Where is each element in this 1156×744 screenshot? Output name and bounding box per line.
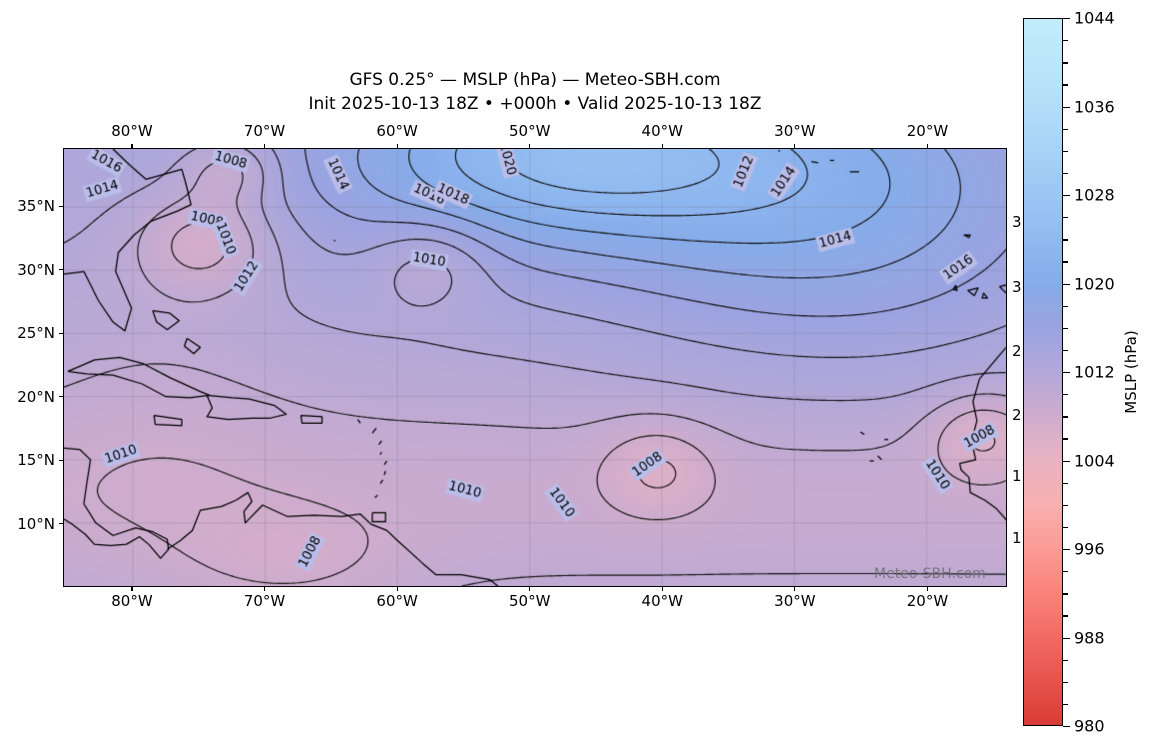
clipped-axis-digit: 2 xyxy=(1012,342,1022,360)
clipped-axis-digit: 3 xyxy=(1012,213,1022,231)
colorbar-minor-tick xyxy=(1063,482,1068,484)
colorbar-label: MSLP (hPa) xyxy=(1122,330,1140,414)
colorbar-major-tick xyxy=(1063,195,1070,197)
colorbar-tick-label: 996 xyxy=(1074,539,1105,559)
lat-tick xyxy=(59,459,63,461)
colorbar-minor-tick xyxy=(1063,593,1068,595)
lon-tick xyxy=(661,144,663,148)
lon-tick xyxy=(396,587,398,591)
lon-tick-label: 60°W xyxy=(376,592,418,610)
colorbar-minor-tick xyxy=(1063,394,1068,396)
colorbar-major-tick xyxy=(1063,637,1070,639)
lon-tick xyxy=(263,144,266,148)
colorbar-tick-label: 1012 xyxy=(1074,362,1115,382)
colorbar-minor-tick xyxy=(1063,681,1068,684)
lat-tick-label: 10°N xyxy=(17,514,55,533)
colorbar-minor-tick xyxy=(1063,615,1068,617)
colorbar-major-tick xyxy=(1063,726,1070,728)
lon-tick xyxy=(926,144,929,148)
lon-tick-label: 30°W xyxy=(774,592,816,610)
colorbar-minor-tick xyxy=(1063,40,1068,42)
lat-tick xyxy=(59,332,63,334)
map-plot-area[interactable] xyxy=(63,148,1007,587)
lon-tick xyxy=(263,587,266,591)
colorbar-minor-tick xyxy=(1063,239,1068,241)
colorbar-minor-tick xyxy=(1063,504,1068,507)
colorbar-minor-tick xyxy=(1063,305,1068,307)
colorbar-minor-tick xyxy=(1063,62,1068,64)
colorbar-minor-tick xyxy=(1063,438,1068,440)
colorbar-minor-tick xyxy=(1063,416,1068,418)
colorbar-tick-label: 1044 xyxy=(1074,8,1115,28)
clipped-axis-digit: 1 xyxy=(1012,529,1022,547)
chart-title-block: GFS 0.25° — MSLP (hPa) — Meteo-SBH.com I… xyxy=(63,68,1007,116)
lon-tick-label: 70°W xyxy=(243,122,286,140)
colorbar-major-tick xyxy=(1063,372,1070,374)
clipped-axis-digit: 3 xyxy=(1012,278,1022,296)
colorbar-minor-tick xyxy=(1063,349,1068,352)
lon-tick-label: 70°W xyxy=(243,592,286,610)
colorbar-minor-tick xyxy=(1063,217,1068,219)
colorbar-major-tick xyxy=(1063,549,1070,551)
colorbar-minor-tick xyxy=(1063,526,1068,529)
colorbar-minor-tick xyxy=(1063,150,1068,153)
lon-tick-label: 80°W xyxy=(111,122,153,140)
lon-tick xyxy=(661,587,663,591)
lon-tick-label: 50°W xyxy=(508,122,551,140)
lat-tick-label: 20°N xyxy=(17,387,55,406)
mslp-map-canvas xyxy=(64,149,1006,586)
lon-tick-label: 40°W xyxy=(641,592,683,610)
colorbar-minor-tick xyxy=(1063,128,1068,130)
lat-tick xyxy=(59,522,63,525)
lat-tick-label: 15°N xyxy=(17,451,55,470)
lon-tick-label: 60°W xyxy=(376,122,418,140)
lat-tick-label: 35°N xyxy=(17,197,55,216)
colorbar-minor-tick xyxy=(1063,571,1068,573)
page-title: GFS 0.25° — MSLP (hPa) — Meteo-SBH.com xyxy=(349,70,721,90)
lon-tick-label: 50°W xyxy=(508,592,551,610)
page-subtitle: Init 2025-10-13 18Z • +000h • Valid 2025… xyxy=(308,94,762,114)
lon-tick xyxy=(131,144,133,148)
lon-tick-label: 20°W xyxy=(906,592,949,610)
lon-tick xyxy=(529,144,531,148)
colorbar-major-tick xyxy=(1063,18,1070,20)
colorbar-tick-label: 1028 xyxy=(1074,185,1115,205)
colorbar-minor-tick xyxy=(1063,172,1068,175)
colorbar-tick-label: 1036 xyxy=(1074,97,1115,116)
lon-tick xyxy=(529,587,531,591)
lat-tick-label: 25°N xyxy=(17,324,55,343)
lon-tick xyxy=(794,144,796,148)
lon-tick-label: 40°W xyxy=(641,122,683,140)
watermark: Meteo-SBH.com xyxy=(874,566,986,582)
colorbar-tick-label: 988 xyxy=(1074,628,1105,647)
clipped-axis-digit: 1 xyxy=(1012,467,1022,485)
colorbar-major-tick xyxy=(1063,283,1070,285)
lon-tick-label: 20°W xyxy=(906,122,949,140)
lon-tick xyxy=(926,587,929,591)
colorbar[interactable]: 980 988 996 1004 1012 1020 1028 1036 1044 xyxy=(1023,9,1115,736)
lon-tick-label: 80°W xyxy=(111,592,153,610)
lon-tick-label: 30°W xyxy=(774,122,816,140)
colorbar-minor-tick xyxy=(1063,261,1068,263)
colorbar-minor-tick xyxy=(1063,703,1068,706)
colorbar-major-tick xyxy=(1063,460,1070,462)
lon-tick xyxy=(794,587,796,591)
colorbar-gradient xyxy=(1023,18,1063,726)
colorbar-tick-label: 980 xyxy=(1074,716,1105,736)
colorbar-minor-tick xyxy=(1063,84,1068,86)
colorbar-minor-tick xyxy=(1063,327,1068,330)
lat-tick-label: 30°N xyxy=(17,260,55,279)
clipped-axis-digit: 2 xyxy=(1012,406,1022,424)
colorbar-major-tick xyxy=(1063,106,1070,108)
colorbar-minor-tick xyxy=(1063,659,1068,661)
colorbar-tick-label: 1004 xyxy=(1074,451,1115,470)
lat-tick xyxy=(59,396,63,398)
lat-tick xyxy=(59,205,63,207)
lon-tick xyxy=(131,587,133,591)
lat-tick xyxy=(59,269,63,271)
lon-tick xyxy=(396,144,398,148)
colorbar-tick-label: 1020 xyxy=(1074,274,1115,293)
